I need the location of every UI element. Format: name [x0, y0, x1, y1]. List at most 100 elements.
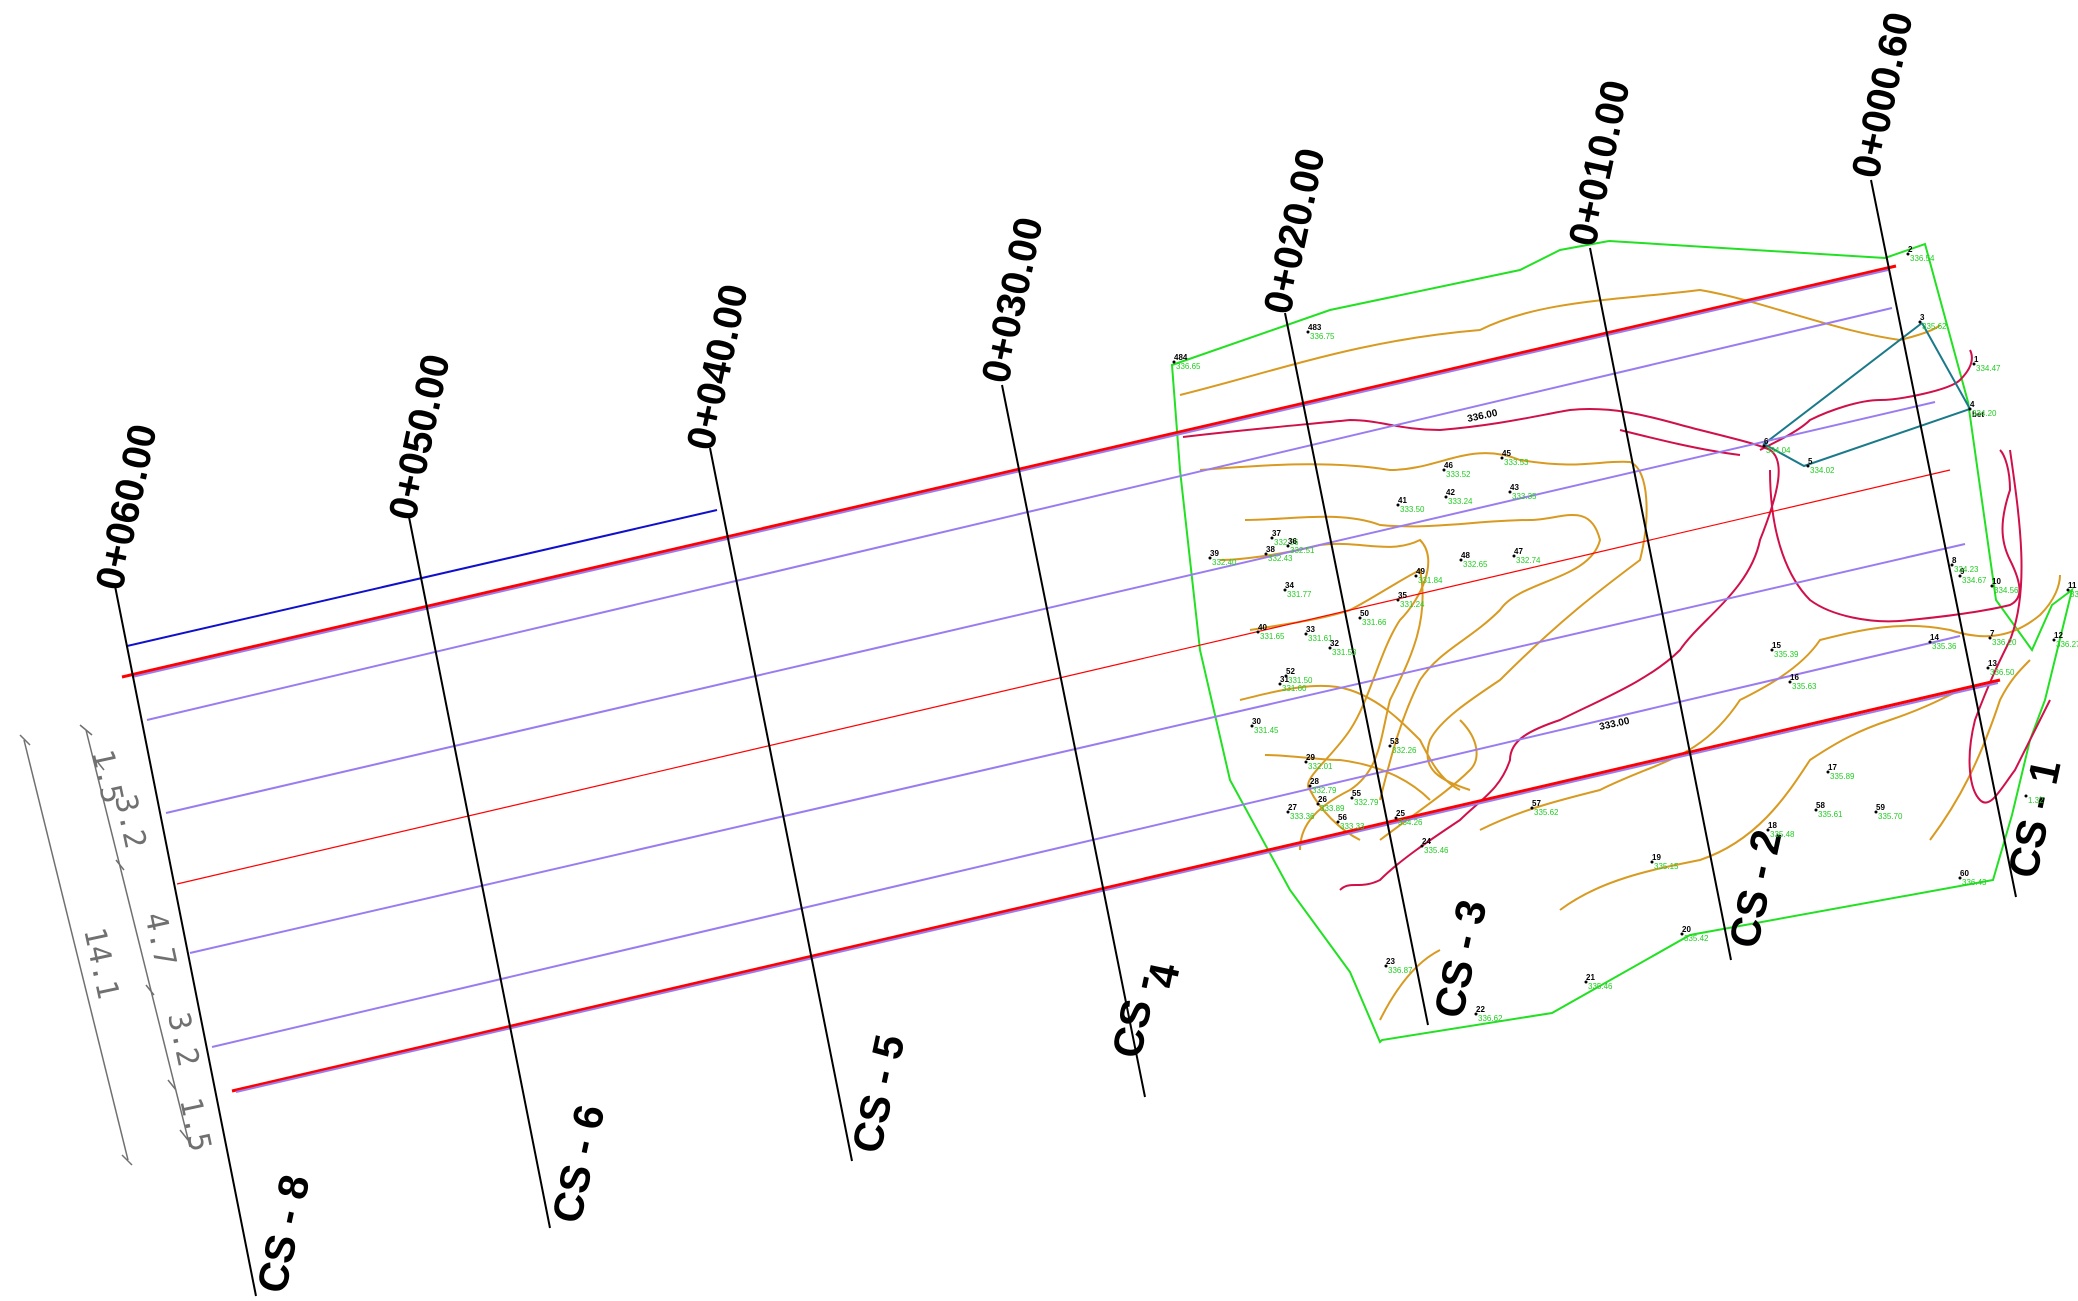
contour-label-333: 333.00 [1598, 716, 1631, 733]
survey-point-marker [1762, 444, 1766, 448]
survey-point-marker [1284, 674, 1288, 678]
survey-point-elevation: 331.24 [1400, 600, 1425, 609]
survey-point-number: 58 [1816, 801, 1825, 810]
survey-point-number: 25 [1396, 809, 1405, 818]
survey-point-number: 8 [1952, 556, 1957, 565]
survey-point-number: 50 [1360, 609, 1369, 618]
survey-point-number: 23 [1386, 957, 1395, 966]
survey-point-number: 24 [1422, 837, 1431, 846]
survey-point-marker [1396, 503, 1400, 507]
survey-point-number: 48 [1461, 551, 1470, 560]
survey-point-elevation: 335.62 [1922, 322, 1947, 331]
station-label-060: 0+060.00 [88, 420, 166, 593]
station-label-000-60: 0+000.60 [1844, 8, 1922, 181]
survey-point-number: 40 [1258, 623, 1267, 632]
survey-point-elevation: 332.40 [1212, 558, 1237, 567]
survey-point-marker [1384, 964, 1388, 968]
survey-point-marker [1208, 556, 1212, 560]
survey-point-marker [1420, 844, 1424, 848]
cs-label-2: CS - 2 [1720, 826, 1791, 952]
survey-point-marker [1350, 796, 1354, 800]
survey-point-marker [1328, 646, 1332, 650]
survey-point-number: 4 [1970, 400, 1975, 409]
survey-point-number: 19 [1652, 853, 1661, 862]
survey-point-elevation: 335.15 [1654, 862, 1679, 871]
survey-point-elevation: 333.89 [1320, 804, 1345, 813]
dimension-chain [19, 724, 191, 1166]
survey-point-marker [1264, 552, 1268, 556]
survey-point-marker [1874, 810, 1878, 814]
station-label-010: 0+010.00 [1561, 76, 1639, 249]
station-label-020: 0+020.00 [1256, 144, 1334, 317]
contours-crimson [1182, 349, 2051, 891]
survey-point-elevation: 331.60 [1282, 684, 1307, 693]
survey-point-elevation: 332.74 [1516, 556, 1541, 565]
cs-label-3: CS - 3 [1425, 896, 1496, 1022]
survey-point-elevation: 336.43 [1962, 878, 1987, 887]
survey-point-number: 21 [1586, 973, 1595, 982]
survey-point-marker [1286, 544, 1290, 548]
survey-point-number: 43 [1510, 483, 1519, 492]
survey-point-number: 22 [1476, 1005, 1485, 1014]
survey-point-elevation: 334.02 [1810, 466, 1835, 475]
survey-point-marker [1336, 820, 1340, 824]
survey-point-marker [1680, 932, 1684, 936]
survey-point-number: 38 [1266, 545, 1275, 554]
survey-point-marker [1806, 464, 1810, 468]
survey-point-elevation: 333.33 [1340, 822, 1365, 831]
survey-point-elevation: 333.24 [1448, 497, 1473, 506]
survey-point-marker [1958, 574, 1962, 578]
survey-point-marker [1950, 563, 1954, 567]
dimension-1-5-bottom: 1.5 [172, 1094, 218, 1154]
survey-point-marker [1306, 330, 1310, 334]
survey-point-marker [1826, 770, 1830, 774]
survey-point-marker [1530, 806, 1534, 810]
survey-point-number: 52 [1286, 667, 1295, 676]
survey-point-marker [1442, 468, 1446, 472]
survey-point-number: 56 [1338, 813, 1347, 822]
survey-point-elevation: 333.35 [1512, 492, 1537, 501]
survey-point-number: 55 [1352, 789, 1361, 798]
survey-point-number: 30 [1252, 717, 1261, 726]
survey-point-elevation: 336.65 [1176, 362, 1201, 371]
survey-point-number: 2 [1908, 245, 1913, 254]
survey-point-number: 28 [1310, 777, 1319, 786]
survey-point-marker [1512, 554, 1516, 558]
survey-point-marker [1250, 724, 1254, 728]
survey-point-marker [1958, 876, 1962, 880]
survey-point-elevation: 335.61 [1818, 810, 1843, 819]
survey-point-elevation: 334.56 [1994, 586, 2019, 595]
survey-point-marker [1278, 682, 1282, 686]
survey-point-elevation: 334.67 [1962, 576, 1987, 585]
dimension-3-2-bottom: 3.2 [160, 1009, 206, 1069]
survey-point-elevation: 335.9 [2070, 590, 2078, 599]
survey-point-elevation: 331.77 [1287, 590, 1312, 599]
survey-point-marker [1444, 495, 1448, 499]
survey-point-number: 5 [1808, 457, 1813, 466]
survey-point-marker [1459, 558, 1463, 562]
survey-point-elevation: 335.89 [1830, 772, 1855, 781]
survey-point-elevation: 334.26 [1398, 818, 1423, 827]
survey-point-marker [1770, 648, 1774, 652]
survey-point-number: 35 [1398, 591, 1407, 600]
survey-point-number: 29 [1306, 753, 1315, 762]
station-label-030: 0+030.00 [974, 213, 1052, 386]
survey-point-number: 17 [1828, 763, 1837, 772]
survey-point-number: 483 [1308, 323, 1322, 332]
survey-point-marker [1988, 636, 1992, 640]
centerline [176, 469, 1951, 885]
survey-point-elevation: 332.56 [1274, 538, 1299, 547]
survey-point-elevation: 331.65 [1260, 632, 1285, 641]
survey-point-elevation: 336.20 [1992, 638, 2017, 647]
survey-point-number: 34 [1285, 581, 1294, 590]
survey-point-number: 484 [1174, 353, 1188, 362]
survey-point-elevation: 331.45 [1254, 726, 1279, 735]
survey-point-elevation: 335.62 [1534, 808, 1559, 817]
survey-point-number: 31 [1280, 675, 1289, 684]
survey-point-elevation: 332.51 [1290, 546, 1315, 555]
survey-point-marker [1256, 630, 1260, 634]
survey-point-elevation: 335.42 [1684, 934, 1709, 943]
survey-point-marker [1990, 584, 1994, 588]
survey-points: 2336.543335.621334.474334.206334.045334.… [1172, 245, 2078, 1023]
